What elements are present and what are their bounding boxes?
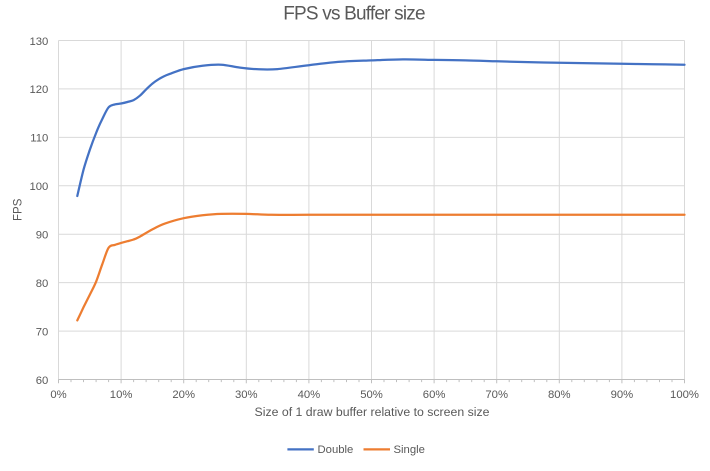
svg-text:100%: 100% bbox=[670, 389, 699, 401]
svg-text:100: 100 bbox=[29, 181, 48, 193]
svg-text:70%: 70% bbox=[485, 389, 508, 401]
svg-text:10%: 10% bbox=[110, 389, 133, 401]
svg-text:20%: 20% bbox=[172, 389, 195, 401]
svg-text:Size of 1 draw buffer relative: Size of 1 draw buffer relative to screen… bbox=[255, 405, 490, 419]
svg-text:50%: 50% bbox=[360, 389, 383, 401]
svg-text:FPS: FPS bbox=[12, 198, 24, 221]
svg-text:110: 110 bbox=[30, 133, 48, 145]
svg-text:FPS vs Buffer size: FPS vs Buffer size bbox=[283, 3, 425, 24]
svg-text:80%: 80% bbox=[548, 389, 571, 401]
svg-text:30%: 30% bbox=[235, 389, 258, 401]
svg-text:0%: 0% bbox=[50, 389, 66, 401]
svg-text:Double: Double bbox=[318, 444, 354, 456]
svg-text:40%: 40% bbox=[298, 389, 321, 401]
svg-text:60%: 60% bbox=[423, 389, 446, 401]
svg-text:90%: 90% bbox=[611, 389, 634, 401]
svg-text:70: 70 bbox=[36, 326, 49, 338]
svg-text:130: 130 bbox=[29, 36, 48, 48]
svg-text:60: 60 bbox=[36, 375, 49, 387]
svg-text:120: 120 bbox=[29, 84, 48, 96]
svg-text:80: 80 bbox=[36, 278, 49, 290]
svg-text:Single: Single bbox=[394, 444, 425, 456]
svg-text:90: 90 bbox=[36, 230, 49, 242]
